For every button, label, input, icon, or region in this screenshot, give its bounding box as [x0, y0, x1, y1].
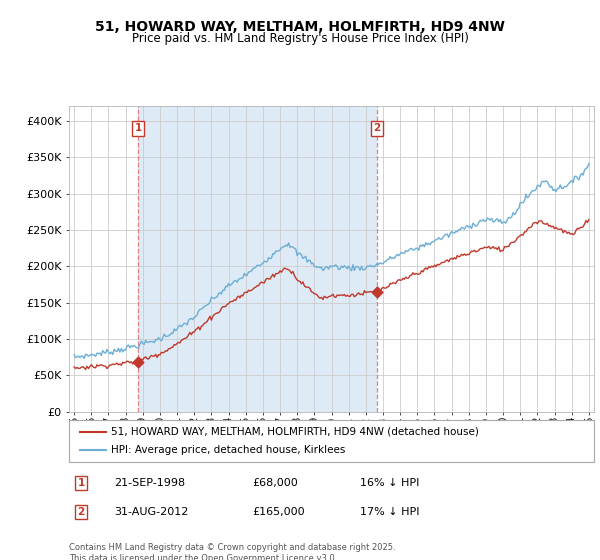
Text: 2: 2	[374, 123, 381, 133]
Text: 21-SEP-1998: 21-SEP-1998	[114, 478, 185, 488]
Text: 17% ↓ HPI: 17% ↓ HPI	[360, 507, 419, 517]
Text: HPI: Average price, detached house, Kirklees: HPI: Average price, detached house, Kirk…	[111, 445, 346, 455]
Text: 31-AUG-2012: 31-AUG-2012	[114, 507, 188, 517]
Text: 2: 2	[77, 507, 85, 517]
Text: Price paid vs. HM Land Registry's House Price Index (HPI): Price paid vs. HM Land Registry's House …	[131, 32, 469, 45]
Point	[373, 287, 382, 296]
Text: 51, HOWARD WAY, MELTHAM, HOLMFIRTH, HD9 4NW: 51, HOWARD WAY, MELTHAM, HOLMFIRTH, HD9 …	[95, 20, 505, 34]
Text: 1: 1	[134, 123, 142, 133]
Point	[133, 358, 143, 367]
Text: 1: 1	[77, 478, 85, 488]
Text: 51, HOWARD WAY, MELTHAM, HOLMFIRTH, HD9 4NW (detached house): 51, HOWARD WAY, MELTHAM, HOLMFIRTH, HD9 …	[111, 427, 479, 437]
Bar	[138, 106, 377, 412]
Text: Contains HM Land Registry data © Crown copyright and database right 2025.
This d: Contains HM Land Registry data © Crown c…	[69, 543, 395, 560]
Text: £165,000: £165,000	[252, 507, 305, 517]
Text: 16% ↓ HPI: 16% ↓ HPI	[360, 478, 419, 488]
Text: £68,000: £68,000	[252, 478, 298, 488]
